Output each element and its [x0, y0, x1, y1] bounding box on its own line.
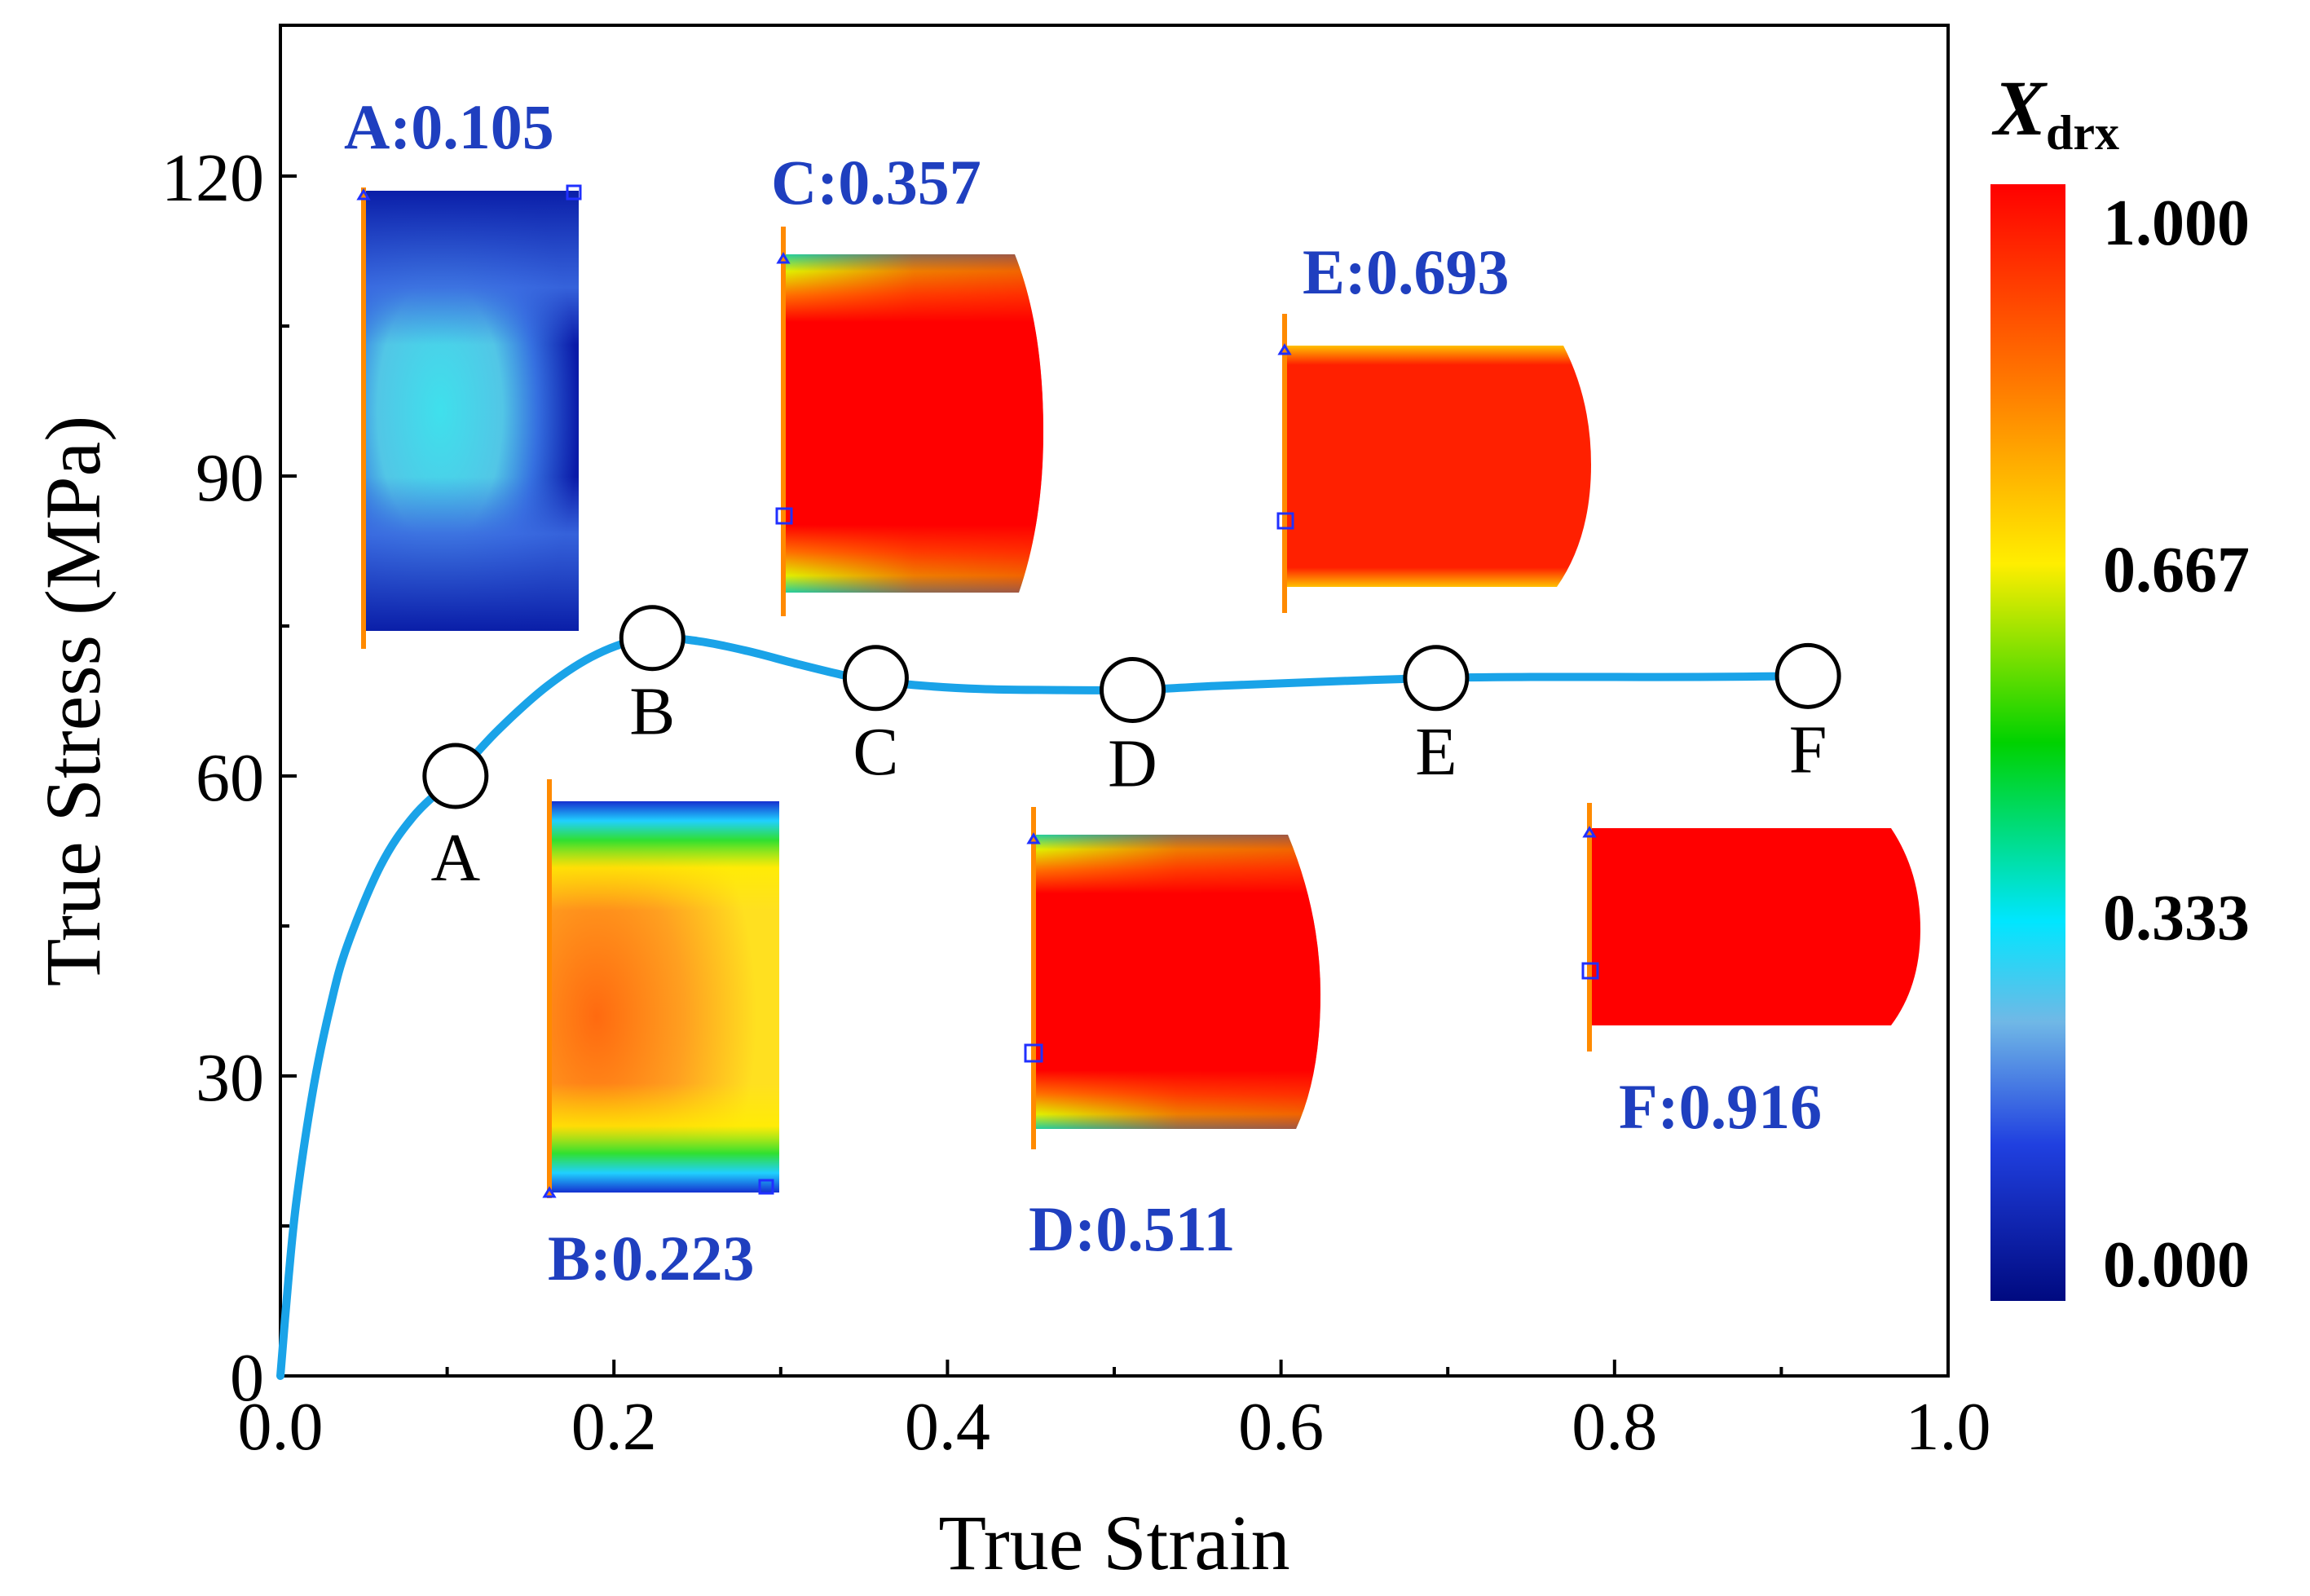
marker-label-c: C [853, 714, 898, 790]
colorbar [1990, 184, 2065, 1301]
snapshot-c [775, 227, 1043, 616]
snapshot-b [542, 779, 779, 1198]
x-tick-label-2: 0.4 [905, 1389, 990, 1465]
annotation-d: D:0.511 [1029, 1193, 1236, 1264]
marker-label-b: B [629, 674, 675, 750]
y-tick-label-4: 120 [161, 140, 264, 216]
x-axis-ticks: 0.0 0.2 0.4 0.6 0.8 1.0 [238, 1360, 1991, 1465]
y-tick-label-3: 90 [196, 440, 264, 516]
marker-b [619, 605, 686, 672]
x-tick-label-3: 0.6 [1238, 1389, 1324, 1465]
marker-d [1100, 657, 1166, 724]
colorbar-tick-label-1: 0.667 [2103, 535, 2250, 606]
x-tick-label-4: 0.8 [1572, 1389, 1657, 1465]
y-tick-label-1: 30 [196, 1040, 264, 1116]
colorbar-title: Xdrx [1991, 64, 2119, 160]
marker-c [842, 645, 909, 712]
marker-label-f: F [1789, 712, 1827, 787]
y-axis-label: True Stress (MPa) [29, 416, 117, 987]
marker-layer: A B C D E F [422, 605, 1841, 896]
annotation-b: B:0.223 [548, 1223, 755, 1294]
colorbar-title-main: X [1991, 64, 2048, 152]
marker-label-e: E [1415, 714, 1457, 790]
colorbar-tick-label-2: 0.333 [2103, 882, 2250, 954]
annotation-c: C:0.357 [771, 147, 981, 218]
y-tick-label-2: 60 [196, 740, 264, 816]
snapshot-d [1024, 807, 1320, 1149]
marker-a [422, 743, 489, 809]
x-tick-label-1: 0.2 [571, 1389, 657, 1465]
snapshot-a [356, 184, 582, 649]
colorbar-tick-label-0: 1.000 [2103, 187, 2250, 259]
x-tick-label-5: 1.0 [1906, 1389, 1991, 1465]
marker-e [1403, 645, 1470, 712]
y-tick-label-0: 0 [230, 1340, 264, 1416]
colorbar-tick-label-3: 0.000 [2103, 1229, 2250, 1301]
x-tick-label-0: 0.0 [238, 1389, 324, 1465]
snapshot-f [1581, 803, 1920, 1052]
marker-label-a: A [430, 820, 480, 896]
annotation-e: E:0.693 [1303, 236, 1510, 307]
annotation-f: F:0.916 [1619, 1071, 1822, 1142]
x-axis-label: True Strain [938, 1499, 1289, 1586]
marker-f [1774, 642, 1841, 709]
marker-label-d: D [1108, 726, 1157, 802]
y-axis-ticks: 0 30 60 90 120 [161, 140, 297, 1416]
snapshot-e [1276, 314, 1591, 613]
colorbar-ticks: 1.000 0.667 0.333 0.000 [2103, 187, 2250, 1301]
annotation-a: A:0.105 [344, 91, 554, 162]
colorbar-title-subscript: drx [2046, 106, 2119, 160]
